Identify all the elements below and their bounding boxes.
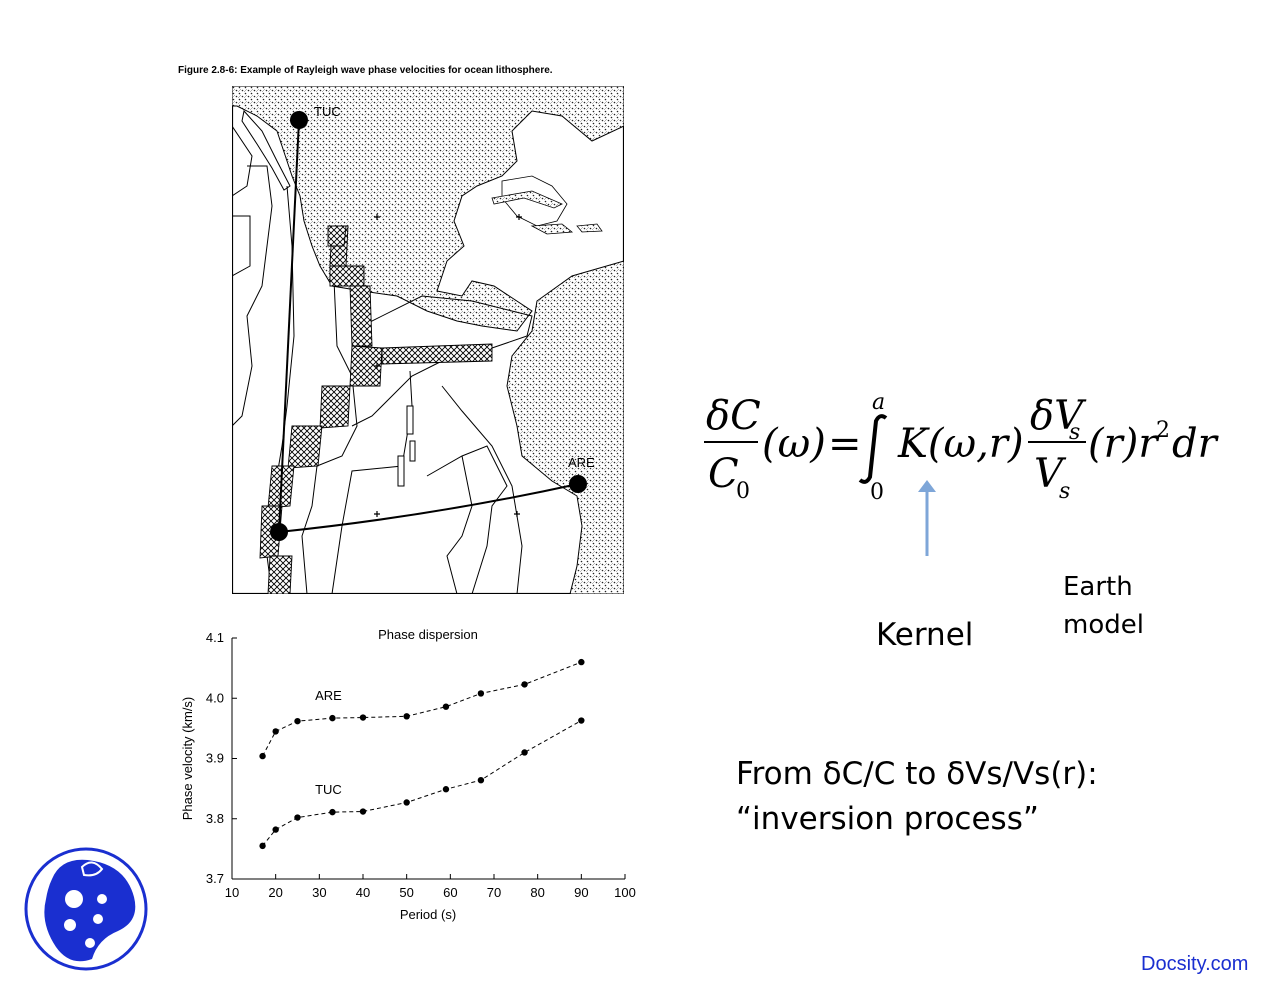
y-tick-label: 4.1 [206,630,224,645]
eq-tail: (r)r [1088,421,1160,467]
eq-kernel-term: K(ω,r) [897,421,1024,467]
plate-map: TUC ARE [232,86,624,594]
eq-equals: = [828,421,862,467]
inversion-line-2: “inversion process” [736,801,1039,837]
caribbean-islands [491,190,563,209]
series-label-tuc: TUC [315,782,342,797]
kernel-arrow-icon [918,480,936,556]
baja-peninsula [241,109,291,191]
eq-omega: (ω) [762,421,826,467]
x-tick-label: 60 [443,885,457,900]
data-point-tuc [272,826,279,833]
y-tick-label: 3.9 [206,751,224,766]
x-axis-label: Period (s) [400,907,456,922]
data-point-are [442,703,450,710]
ray-paths [278,119,579,533]
y-tick-label: 4.0 [206,690,224,705]
eq-lhs-denominator: C [708,451,739,497]
data-point-are [294,717,301,725]
data-point-are [578,658,585,666]
x-tick-label: 80 [530,885,544,900]
x-tick-label: 50 [399,885,413,900]
inversion-note: From δC/C to δVs/Vs(r): “inversion proce… [736,752,1098,842]
station-are-marker [569,475,587,493]
data-point-tuc [442,786,450,793]
station-label-are: ARE [568,455,595,470]
eq-lhs-numerator: δC [706,393,761,439]
series-label-are: ARE [315,688,342,703]
data-point-are [521,681,528,688]
x-tick-label: 90 [574,885,588,900]
data-point-are [329,714,336,722]
data-point-tuc [578,717,585,724]
eq-rhs-numerator-sub: s [1069,420,1080,445]
x-tick-label: 10 [225,885,239,900]
data-point-are [477,690,485,697]
series-line-tuc [262,720,582,847]
data-point-tuc [259,842,266,850]
eq-rhs-numerator: δV [1030,393,1087,439]
eq-tail-sup: 2 [1156,418,1170,443]
data-point-tuc [294,814,301,821]
y-tick-label: 3.8 [206,811,224,826]
x-tick-label: 30 [312,885,326,900]
event-source-marker [270,523,288,541]
kernel-label: Kernel [876,617,974,653]
data-point-are [272,728,279,735]
data-point-are [359,714,367,721]
data-point-tuc [403,799,410,806]
chart-title: Phase dispersion [378,627,478,642]
y-tick-label: 3.7 [206,871,224,886]
x-tick-label: 40 [356,885,370,900]
eq-int-lower: 0 [870,480,884,505]
eq-int-upper: a [872,390,885,415]
inversion-line-1: From δC/C to δVs/Vs(r): [736,756,1098,792]
x-tick-label: 70 [487,885,501,900]
data-point-tuc [521,749,528,756]
earth-model-label: Earth model [1063,572,1144,640]
grid-crosses [374,214,522,517]
docsity-logo-icon[interactable] [22,847,152,972]
phase-dispersion-chart: 10 20 30 40 50 60 70 80 90 100 3.7 3.8 3.9 4.0 4.1 Phas… [180,627,636,922]
y-axis-label: Phase velocity (km/s) [180,697,195,821]
station-label-tuc: TUC [314,104,341,119]
station-tuc-marker [290,111,308,129]
eq-rhs-denominator: V [1034,451,1067,497]
eq-tail-end: dr [1172,421,1220,467]
figure-caption: Figure 2.8-6: Example of Rayleigh wave p… [178,65,553,76]
data-point-tuc [359,808,367,815]
x-tick-label: 20 [268,885,282,900]
data-point-tuc [329,808,336,816]
docsity-link[interactable]: Docsity.com [1141,953,1249,975]
eq-rhs-denominator-sub: s [1059,479,1070,504]
data-point-tuc [477,776,485,784]
fracture-zones [397,405,416,487]
data-point-are [403,713,410,720]
dispersion-equation: δC C 0 (ω) = a 0 K(ω,r) δV s V s (r)r 2 … [704,390,1220,505]
spreading-ridges [259,225,493,594]
series-line-are [262,661,582,757]
x-tick-label: 100 [614,885,636,900]
eq-integral-sign [858,414,888,484]
eq-lhs-denominator-sub: 0 [736,479,750,504]
data-point-are [259,752,266,760]
south-america-land [506,260,624,594]
